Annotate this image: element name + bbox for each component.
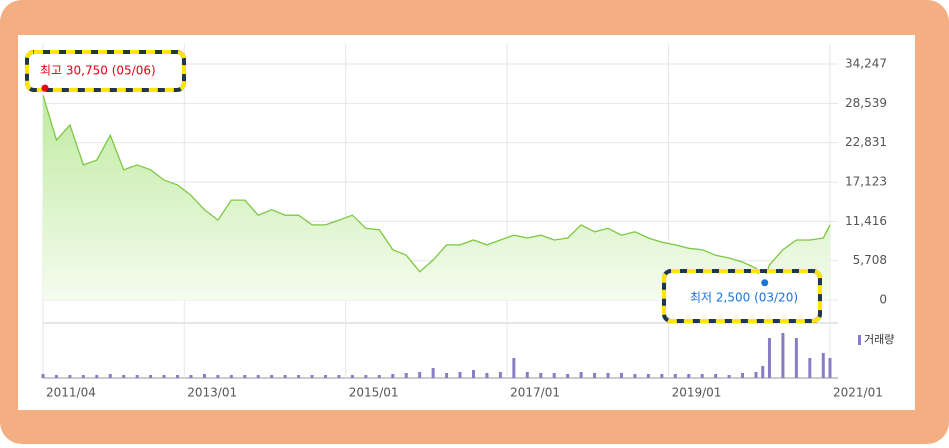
volume-bar (821, 353, 825, 378)
volume-bar (176, 375, 180, 378)
volume-bar (256, 375, 260, 378)
volume-bar (135, 375, 139, 378)
volume-bar (525, 372, 529, 378)
y-tick-label: 34,247 (845, 57, 887, 71)
annotation-label: 최저 2,500 (03/20) (690, 291, 798, 305)
legend-swatch (858, 335, 861, 345)
price-line (42, 95, 831, 285)
volume-bar (162, 375, 166, 378)
volume-bar (377, 375, 381, 378)
volume-bar (619, 373, 623, 378)
y-tick-label: 11,416 (845, 214, 887, 228)
volume-bar (741, 373, 745, 378)
volume-bar (458, 372, 462, 378)
volume-bar (122, 375, 126, 378)
x-tick-label: 2013/01 (187, 386, 237, 400)
volume-bar (216, 375, 220, 378)
volume-bar (754, 372, 758, 378)
annotation-point (41, 84, 49, 92)
volume-bar (808, 358, 812, 378)
annotation-box-dash (662, 269, 822, 323)
volume-bar (189, 375, 193, 378)
volume-bar (68, 375, 72, 378)
volume-bar (337, 375, 341, 378)
annotation-point (761, 279, 769, 287)
annotation-bg (667, 274, 817, 318)
volume-bar (767, 338, 771, 378)
x-tick-label: 2015/01 (349, 386, 399, 400)
y-tick-label: 17,123 (845, 175, 887, 189)
annotation-box-dash (25, 50, 186, 92)
y-tick-label: 28,539 (845, 96, 887, 110)
volume-bar (552, 373, 556, 378)
x-tick-label: 2017/01 (510, 386, 560, 400)
plot (41, 95, 832, 378)
volume-bar (828, 358, 832, 378)
volume-bar (471, 370, 475, 378)
volume-bar (81, 375, 85, 378)
legend-label: 거래량 (864, 333, 894, 346)
volume-bar (243, 375, 247, 378)
labels: 0 5,708 11,416 17,123 22,831 28,539 34,247 2011… (25, 50, 894, 400)
y-tick-label: 0 (879, 293, 887, 307)
annotation-label: 최고 30,750 (05/06) (40, 64, 156, 78)
volume-bar (687, 374, 691, 378)
volume-bar (485, 373, 489, 378)
volume-bar (445, 373, 449, 378)
volume-bar (660, 374, 664, 378)
volume-bar (781, 333, 785, 378)
volume-bar (54, 375, 58, 378)
x-tick-label: 2019/01 (672, 386, 722, 400)
annotation-bg (30, 55, 181, 87)
volume-bar (229, 375, 233, 378)
volume-bar (512, 358, 516, 378)
volume-bar (498, 372, 502, 378)
volume-bar (270, 375, 274, 378)
volume-bar (794, 338, 798, 378)
volume-bar (646, 374, 650, 378)
volume-bar (566, 374, 570, 378)
volume-bar (673, 374, 677, 378)
volume-bar (202, 374, 206, 378)
volume-bar (633, 374, 637, 378)
volume-bar (283, 375, 287, 378)
volume-bar (297, 375, 301, 378)
x-tick-label: 2011/04 (46, 386, 96, 400)
volume-bar (324, 375, 328, 378)
volume-bar (700, 374, 704, 378)
volume-bar (606, 373, 610, 378)
volume-bar (95, 375, 99, 378)
volume-bar (431, 368, 435, 378)
y-tick-label: 22,831 (845, 135, 887, 149)
volume-bar (391, 374, 395, 378)
y-tick-label: 5,708 (853, 253, 887, 267)
price-area (43, 95, 830, 300)
volume-bar (310, 375, 314, 378)
volume-bar (404, 373, 408, 378)
x-tick-label: 2021/01 (833, 386, 883, 400)
volume-bar (579, 372, 583, 378)
volume-bar (108, 374, 112, 378)
volume-bar (727, 375, 731, 378)
volume-bar (761, 366, 765, 378)
volume-bar (714, 374, 718, 378)
volume-bar (593, 373, 597, 378)
volume-bar (418, 372, 422, 378)
volume-bar (350, 375, 354, 378)
volume-bar (41, 374, 45, 378)
volume-bar (149, 375, 153, 378)
volume-bar (364, 375, 368, 378)
volume-bar (539, 373, 543, 378)
